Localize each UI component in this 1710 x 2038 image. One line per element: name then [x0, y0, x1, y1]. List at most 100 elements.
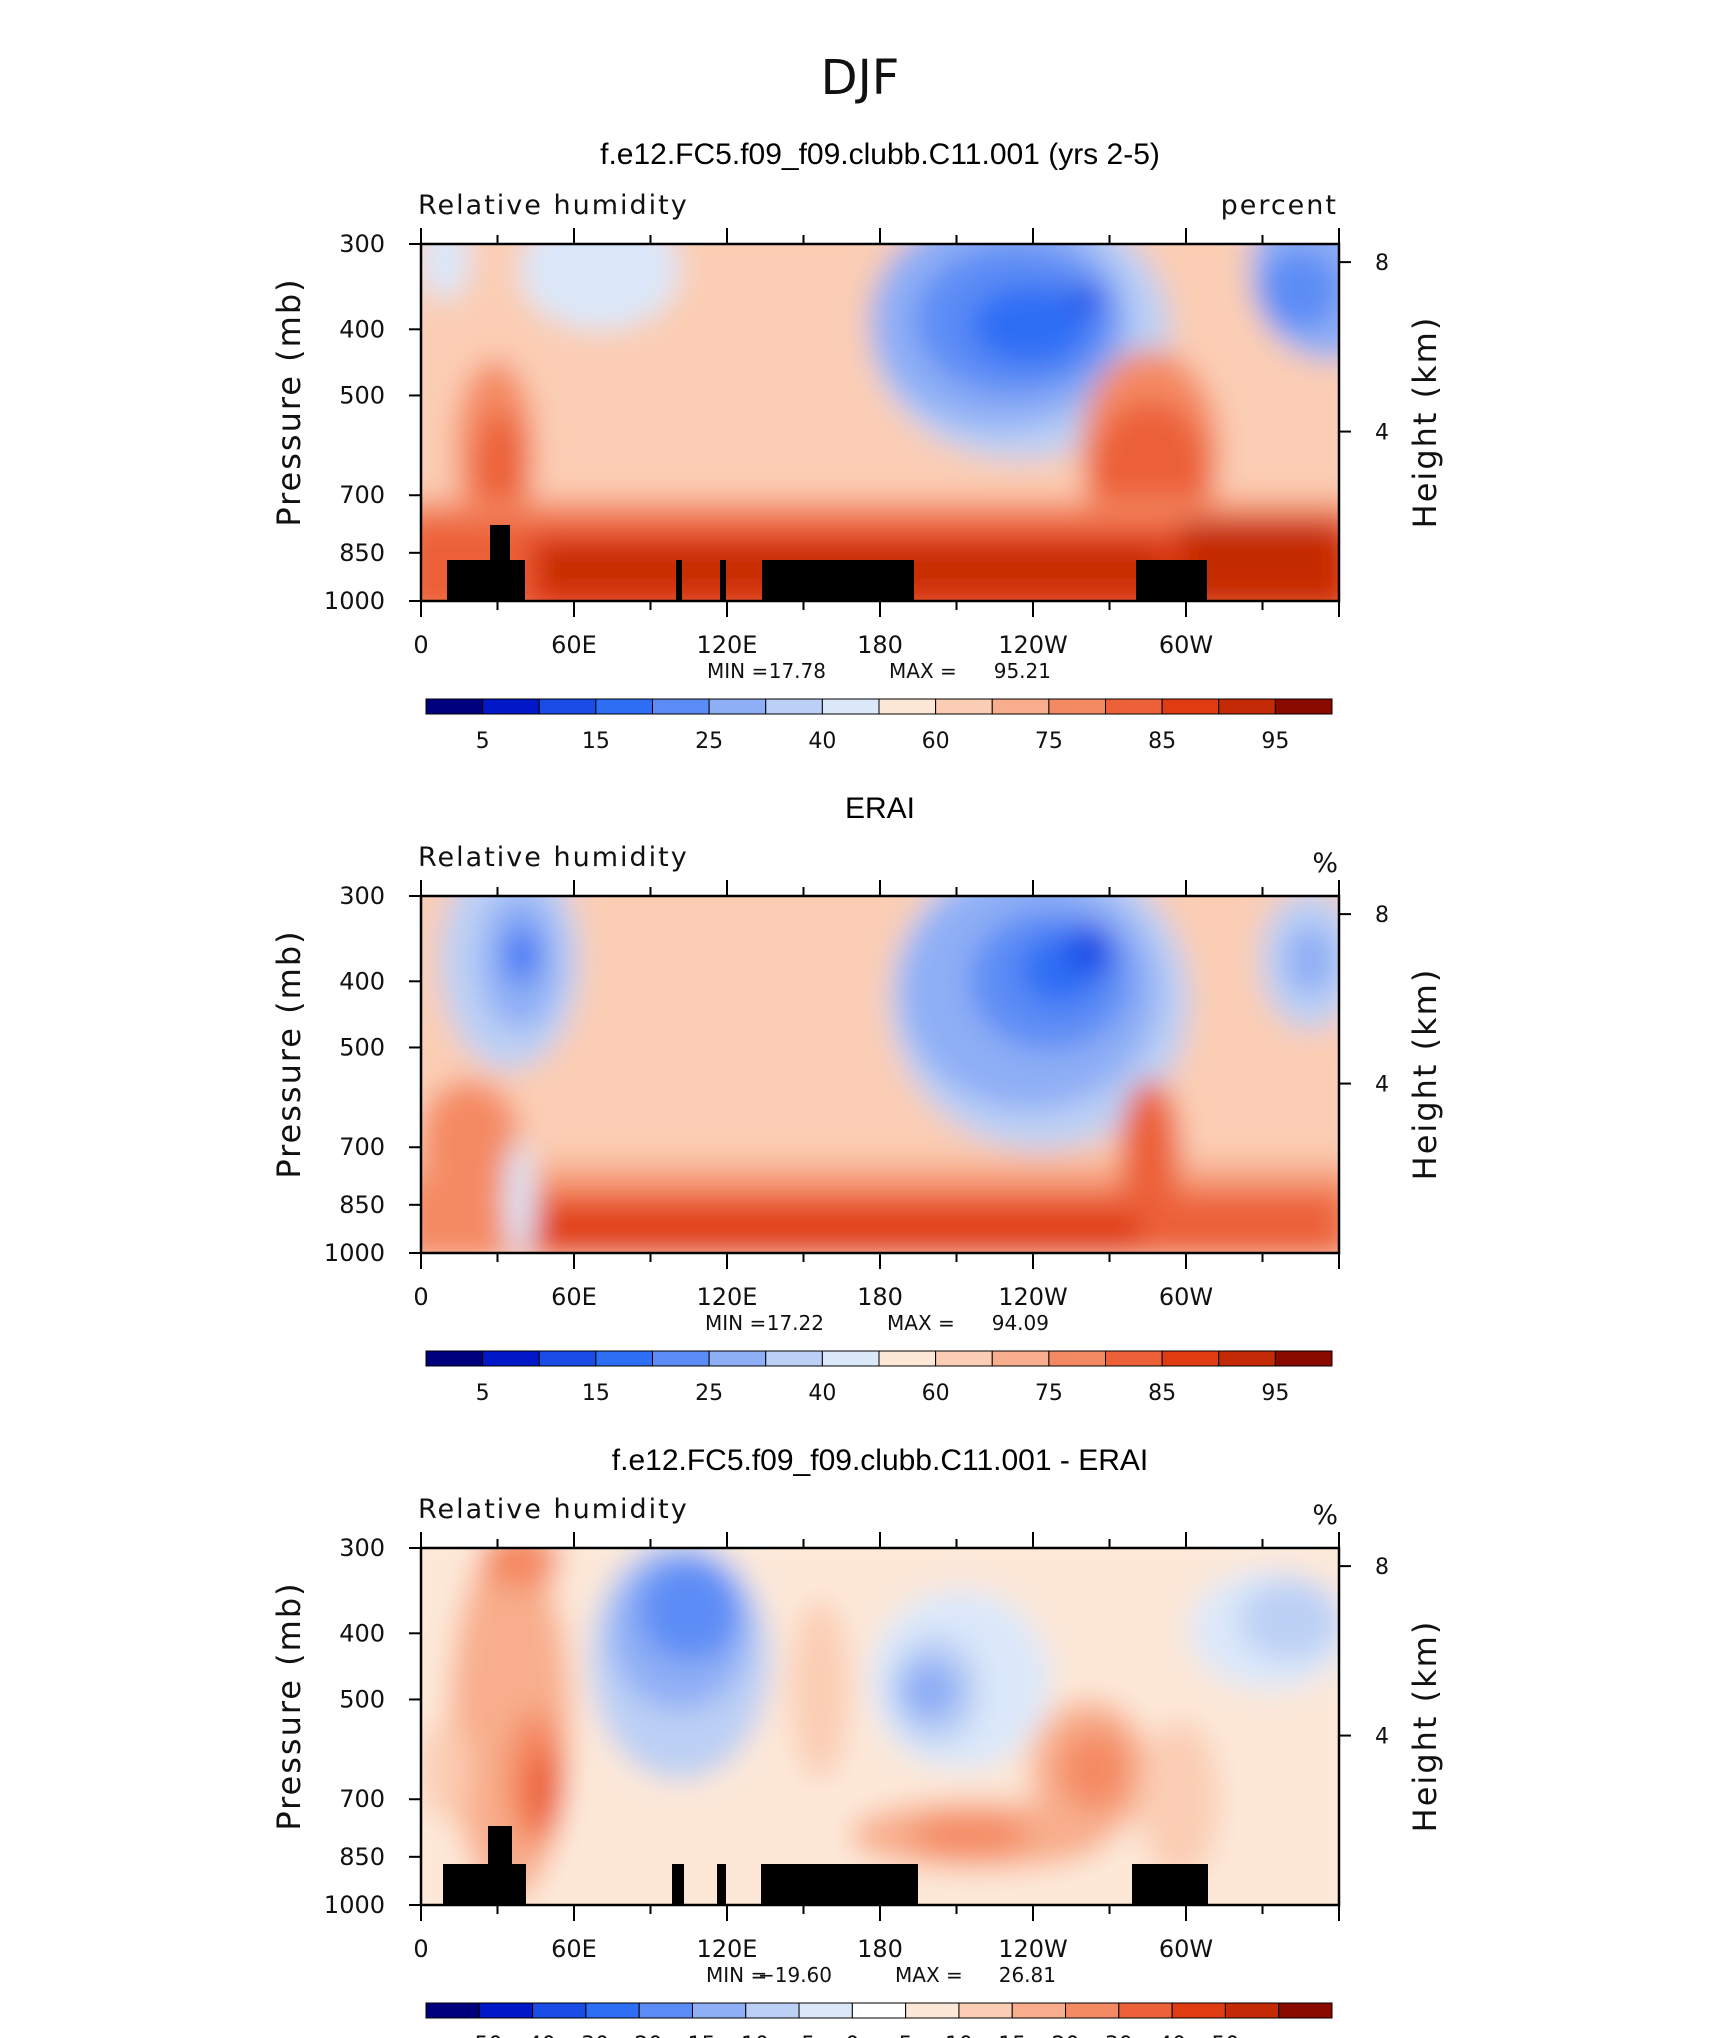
- colorbar-swatch: [1048, 698, 1106, 715]
- colorbar-label: −30: [563, 2033, 609, 2038]
- panel-title: ERAI: [845, 792, 915, 825]
- min-label: MIN =: [706, 1963, 767, 1987]
- colorbar-label: 60: [922, 729, 950, 754]
- colorbar-swatch: [425, 698, 484, 715]
- colorbar-swatch: [1218, 698, 1276, 715]
- axes: 300 400 500 700 850 1000 8 4 0 60E 120E 180 120W 60W: [324, 228, 1389, 659]
- x-tick-label: 180: [857, 1935, 903, 1963]
- y-tick-label: 850: [339, 1843, 385, 1871]
- page-title: DJF: [821, 50, 900, 106]
- colorbar: −50−40−30−20−15−10−505101520304050: [425, 2002, 1333, 2038]
- terrain-block: [762, 560, 914, 601]
- colorbar-swatch: [851, 2002, 907, 2019]
- x-tick-label: 60E: [551, 631, 597, 659]
- colorbar-swatch: [595, 1350, 653, 1367]
- contour-field: [421, 244, 1339, 601]
- terrain-block: [443, 1864, 526, 1905]
- y-tick-label: 500: [339, 1033, 385, 1061]
- colorbar-swatch: [482, 698, 540, 715]
- colorbar-label: 30: [1105, 2033, 1133, 2038]
- min-value: 17.22: [767, 1311, 824, 1335]
- colorbar-swatch: [538, 1350, 597, 1367]
- variable-label: Relative humidity: [418, 842, 689, 873]
- y-tick-label: 400: [339, 967, 385, 995]
- colorbar-label: 95: [1261, 1381, 1289, 1406]
- x-tick-label: 60E: [551, 1935, 597, 1963]
- contour-field: [421, 1548, 1339, 1905]
- y-tick-label: 700: [339, 1133, 385, 1161]
- y-tick-label: 1000: [324, 1891, 385, 1919]
- colorbar-label: 15: [998, 2033, 1026, 2038]
- max-label: MAX =: [887, 1311, 955, 1335]
- colorbar-label: 15: [582, 1381, 610, 1406]
- colorbar-label: 40: [1158, 2033, 1186, 2038]
- colorbar-swatch: [708, 1350, 767, 1367]
- terrain-block: [676, 560, 682, 601]
- colorbar-swatch: [1278, 2002, 1333, 2019]
- x-tick-label: 120E: [697, 1935, 758, 1963]
- x-tick-label: 120E: [697, 631, 758, 659]
- axes: 300 400 500 700 850 1000 8 4 0 60E 120E 180 120W 60W: [324, 1532, 1389, 1963]
- colorbar-label: −10: [723, 2033, 769, 2038]
- y-tick-label: 1000: [324, 1239, 385, 1267]
- variable-label: Relative humidity: [418, 190, 689, 221]
- y-tick-label: 500: [339, 381, 385, 409]
- right-tick-label: 8: [1375, 251, 1389, 276]
- colorbar-swatch: [1105, 698, 1163, 715]
- panel-difference: f.e12.FC5.f09_f09.clubb.C11.001 - ERAI R…: [270, 1444, 1444, 2038]
- colorbar-label: 75: [1035, 729, 1063, 754]
- colorbar-swatch: [425, 1350, 484, 1367]
- y-axis-label: Pressure (mb): [270, 1581, 308, 1830]
- colorbar-swatch: [1011, 2002, 1067, 2019]
- colorbar-swatch: [935, 1350, 993, 1367]
- y-tick-label: 850: [339, 1191, 385, 1219]
- colorbar-label: 20: [1052, 2033, 1080, 2038]
- right-tick-label: 4: [1375, 1725, 1389, 1750]
- colorbar-swatch: [878, 698, 937, 715]
- right-tick-label: 4: [1375, 1073, 1389, 1098]
- colorbar-swatch: [821, 698, 880, 715]
- colorbar-swatch: [905, 2002, 960, 2019]
- min-value: −19.60: [758, 1963, 832, 1987]
- colorbar-label: 85: [1148, 1381, 1176, 1406]
- terrain-block: [720, 560, 726, 601]
- colorbar-swatch: [708, 698, 767, 715]
- colorbar-swatch: [958, 2002, 1013, 2019]
- max-label: MAX =: [895, 1963, 963, 1987]
- colorbar-label: 5: [899, 2033, 913, 2038]
- x-tick-label: 180: [857, 631, 903, 659]
- colorbar-swatch: [532, 2002, 587, 2019]
- colorbar-label: 60: [922, 1381, 950, 1406]
- y-tick-label: 400: [339, 1619, 385, 1647]
- x-tick-label: 180: [857, 1283, 903, 1311]
- colorbar-label: 25: [695, 729, 723, 754]
- panel-title: f.e12.FC5.f09_f09.clubb.C11.001 - ERAI: [612, 1444, 1148, 1477]
- right-tick-label: 8: [1375, 903, 1389, 928]
- colorbar-label: 5: [476, 1381, 490, 1406]
- colorbar-label: −15: [669, 2033, 715, 2038]
- colorbar-swatch: [425, 2002, 480, 2019]
- colorbar-label: 40: [808, 1381, 836, 1406]
- terrain-block: [1132, 1864, 1208, 1905]
- colorbar-label: −5: [783, 2033, 815, 2038]
- colorbar-swatch: [1065, 2002, 1120, 2019]
- colorbar-swatch: [652, 698, 710, 715]
- panel-model: f.e12.FC5.f09_f09.clubb.C11.001 (yrs 2-5…: [270, 138, 1444, 754]
- colorbar: 5 15 25 40 60 75 85 95: [425, 698, 1333, 754]
- x-tick-label: 120W: [998, 1935, 1068, 1963]
- y-tick-label: 500: [339, 1685, 385, 1713]
- max-value: 95.21: [994, 659, 1051, 683]
- colorbar-swatch: [798, 2002, 853, 2019]
- x-tick-label: 60E: [551, 1283, 597, 1311]
- y-tick-label: 400: [339, 315, 385, 343]
- colorbar-label: 10: [945, 2033, 973, 2038]
- colorbar-swatch: [1161, 698, 1220, 715]
- right-axis-label: Height (km): [1406, 968, 1444, 1181]
- colorbar-label: 50: [1211, 2033, 1239, 2038]
- colorbar-swatch: [765, 698, 823, 715]
- axes: 300 400 500 700 850 1000 8 4 0 60E 120E 180 120W 60W: [324, 880, 1389, 1311]
- right-tick-label: 8: [1375, 1555, 1389, 1580]
- y-axis-label: Pressure (mb): [270, 277, 308, 526]
- topography-mask: [443, 1826, 1208, 1905]
